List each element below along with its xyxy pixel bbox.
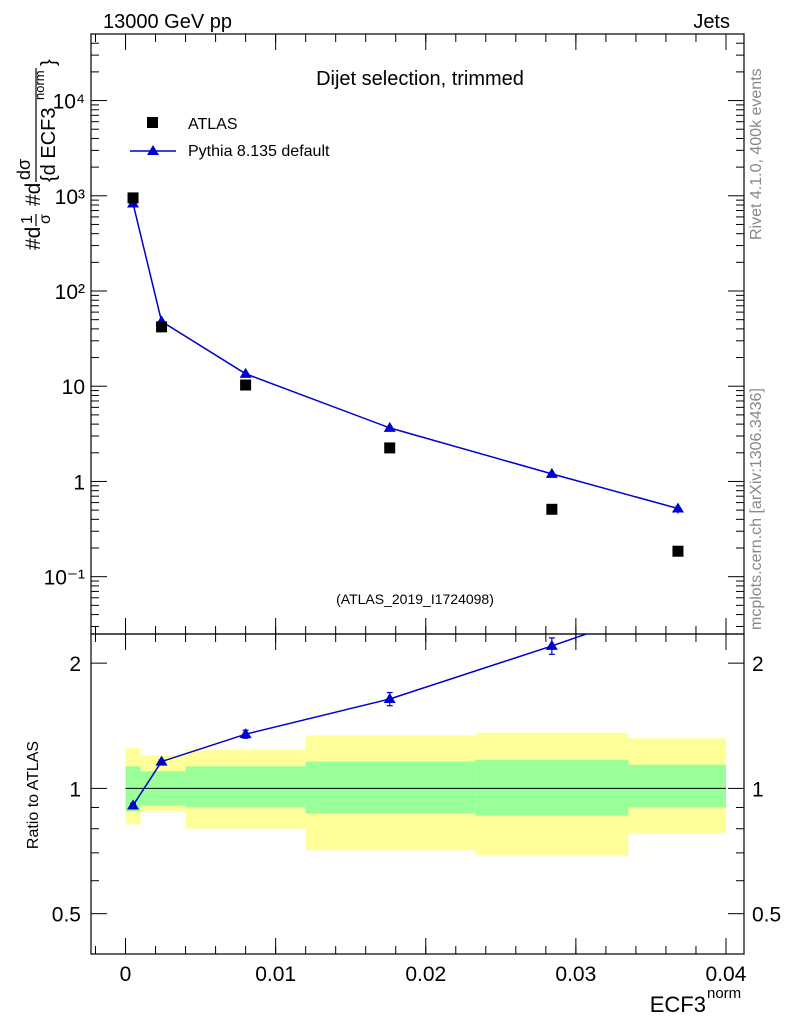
svg-text:#d: #d — [22, 183, 45, 206]
svg-text:dσ: dσ — [14, 159, 34, 180]
x-tick-label: 0 — [120, 963, 132, 986]
ratio-y-axis-label: Ratio to ATLAS — [25, 741, 42, 849]
uncertainty-band-inner — [185, 766, 306, 808]
ratio-y-tick-label-left: 2 — [69, 653, 81, 676]
pythia-point — [239, 367, 252, 378]
svg-text:}: } — [38, 59, 60, 66]
x-tick-label: 0.02 — [405, 963, 446, 986]
ratio-series — [127, 596, 684, 810]
y-tick-label: 10³ — [55, 186, 85, 209]
x-axis-label: ECF3 norm — [650, 985, 741, 1017]
ratio-y-tick-label-left: 1 — [69, 778, 81, 801]
pythia-line — [132, 203, 679, 510]
ratio-y-tick-label-right: 1 — [752, 778, 764, 801]
ratio-point — [672, 596, 684, 606]
x-tick-label: 0.01 — [255, 963, 296, 986]
ratio-panel: 0.5 0.5 1 1 2 2 0 0.01 0.02 0.03 0.04 Ratio to ATL… — [25, 596, 781, 1017]
y-tick-label: 10⁻¹ — [44, 567, 85, 590]
legend-marker-pythia — [147, 145, 159, 155]
legend-marker-atlas — [147, 117, 158, 128]
y-tick-label: 1 — [73, 471, 85, 494]
uncertainty-band-inner — [628, 764, 726, 808]
uncertainty-band-inner — [305, 761, 476, 814]
legend-label-pythia: Pythia 8.135 default — [188, 143, 330, 160]
x-tick-label: 0.04 — [706, 963, 747, 986]
ratio-y-tick-label-right: 2 — [752, 653, 764, 676]
svg-text:norm: norm — [707, 985, 741, 1002]
atlas-point — [156, 321, 168, 333]
pythia-point — [383, 421, 396, 432]
header-left: 13000 GeV pp — [103, 11, 232, 33]
main-panel: 10⁻¹ 1 10 10² 10³ 10⁴ Dijet selection, trimme… — [14, 33, 745, 635]
y-tick-label: 10² — [55, 281, 85, 304]
rivet-label: Rivet 4.1.0, 400k events — [748, 68, 765, 240]
atlas-point — [240, 379, 252, 391]
ratio-point — [127, 799, 140, 810]
svg-text:norm: norm — [32, 70, 47, 100]
pythia-point — [545, 467, 558, 478]
svg-text:ECF3: ECF3 — [650, 992, 706, 1017]
ratio-point — [545, 639, 558, 650]
legend-label-atlas: ATLAS — [188, 116, 238, 133]
y-tick-label: 10⁴ — [53, 91, 85, 114]
mcplots-label: mcplots.cern.ch [arXiv:1306.3436] — [748, 388, 765, 630]
legend: ATLAS Pythia 8.135 default — [130, 116, 330, 160]
x-tick-label: 0.03 — [555, 963, 596, 986]
ratio-point — [383, 693, 396, 704]
pythia-point — [671, 502, 684, 513]
chart-title: Dijet selection, trimmed — [316, 68, 524, 90]
ratio-axes: 0.5 0.5 1 1 2 2 0 0.01 0.02 0.03 0.04 — [52, 633, 781, 986]
y-tick-label: 10 — [62, 376, 85, 399]
ratio-data — [127, 596, 684, 810]
svg-text:σ: σ — [37, 214, 54, 224]
main-data — [127, 192, 684, 557]
ratio-bands — [125, 732, 726, 856]
atlas-point — [546, 503, 558, 515]
svg-text:1: 1 — [19, 215, 36, 224]
ratio-y-tick-label-left: 0.5 — [52, 904, 81, 927]
ratio-y-tick-label-right: 0.5 — [752, 904, 781, 927]
main-y-axis-label: #d 1 σ #d dσ {d ECF3 norm } — [14, 59, 60, 250]
header-right: Jets — [693, 11, 730, 33]
analysis-watermark: (ATLAS_2019_I1724098) — [336, 591, 494, 607]
ratio-frame — [90, 633, 745, 955]
atlas-point — [127, 192, 139, 204]
uncertainty-band-inner — [475, 760, 629, 816]
ratio-line — [132, 634, 589, 806]
atlas-point — [672, 545, 684, 557]
atlas-point — [384, 442, 396, 454]
svg-text:#d: #d — [22, 227, 45, 250]
ratio-point — [239, 728, 252, 739]
svg-text:{d ECF3: {d ECF3 — [38, 108, 60, 182]
ratio-point — [155, 755, 168, 766]
